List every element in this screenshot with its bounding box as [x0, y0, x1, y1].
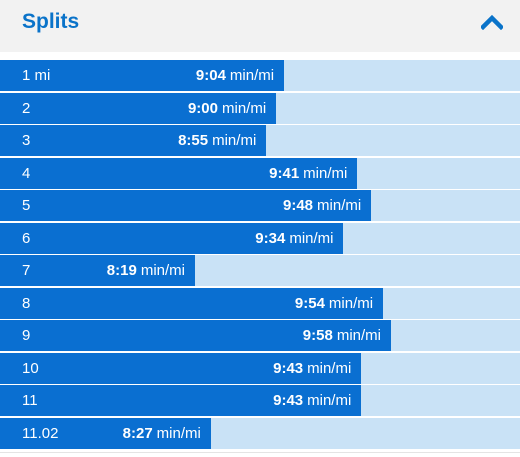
split-bar: [0, 418, 211, 450]
split-pace-time: 9:54: [294, 294, 325, 312]
split-mile-label: 2: [22, 99, 31, 117]
split-bar: [0, 157, 358, 189]
split-pace: 9:58 min/mi: [303, 320, 381, 351]
split-mile-label: 5: [22, 197, 31, 215]
split-row: 4 9:41 min/mi: [0, 157, 520, 190]
split-mile-label: 3: [22, 132, 31, 150]
split-pace-unit: min/mi: [212, 132, 257, 150]
split-pace: 9:48 min/mi: [283, 190, 361, 221]
split-bar: [0, 190, 372, 222]
split-pace-unit: min/mi: [156, 425, 201, 443]
split-bar: [0, 385, 362, 417]
split-bar: [0, 60, 285, 91]
split-pace-time: 9:43: [273, 392, 304, 410]
split-pace-time: 8:27: [122, 425, 153, 443]
splits-list: 1 mi 9:04 min/mi 2 9:00 min/mi 3 8:55 min/mi 4 9:4…: [0, 60, 520, 451]
split-mile-label: 11: [22, 392, 38, 410]
split-bar: [0, 125, 267, 157]
split-pace-unit: min/mi: [328, 294, 374, 312]
split-row: 2 9:00 min/mi: [0, 92, 520, 125]
split-pace: 9:00 min/mi: [188, 93, 266, 124]
split-mile-label: 8: [22, 294, 31, 312]
split-pace: 9:43 min/mi: [273, 385, 351, 416]
split-bar: [0, 320, 391, 352]
panel-title: Splits: [22, 10, 80, 33]
divider: [0, 452, 520, 453]
split-pace-unit: min/mi: [140, 262, 185, 280]
split-row: 11.02 8:27 min/mi: [0, 418, 520, 451]
split-row: 8 9:54 min/mi: [0, 287, 520, 320]
split-pace: 9:54 min/mi: [295, 288, 373, 319]
split-pace-unit: min/mi: [307, 392, 352, 410]
split-mile-label: 1 mi: [22, 67, 51, 84]
split-pace: 9:41 min/mi: [269, 158, 347, 189]
split-pace-unit: min/mi: [222, 99, 267, 117]
split-row: 1 mi 9:04 min/mi: [0, 60, 520, 92]
split-row: 11 9:43 min/mi: [0, 385, 520, 418]
split-pace: 9:04 min/mi: [196, 60, 274, 91]
split-bar: [0, 92, 277, 124]
split-pace-time: 8:19: [106, 262, 137, 280]
split-pace-time: 9:58: [302, 327, 333, 345]
split-row: 5 9:48 min/mi: [0, 190, 520, 223]
chevron-up-icon: [481, 14, 503, 30]
split-bar: [0, 352, 362, 384]
split-pace: 8:19 min/mi: [107, 255, 185, 286]
split-bar: [0, 222, 344, 254]
splits-header[interactable]: Splits: [0, 0, 520, 52]
split-bar: [0, 255, 195, 287]
split-mile-label: 11.02: [22, 425, 59, 443]
split-pace-unit: min/mi: [336, 327, 381, 345]
split-pace-unit: min/mi: [307, 359, 352, 377]
split-row: 9 9:58 min/mi: [0, 320, 520, 353]
split-row: 6 9:34 min/mi: [0, 222, 520, 255]
split-pace: 8:55 min/mi: [178, 125, 256, 156]
split-pace-unit: min/mi: [317, 197, 362, 215]
split-pace-time: 9:00: [187, 99, 218, 117]
split-mile-label: 6: [22, 229, 31, 247]
split-mile-label: 10: [22, 359, 39, 377]
split-pace: 8:27 min/mi: [123, 418, 201, 449]
split-pace-time: 9:43: [273, 359, 304, 377]
split-pace-time: 8:55: [178, 132, 209, 150]
split-pace-unit: min/mi: [303, 164, 348, 182]
split-pace-time: 9:41: [269, 164, 300, 182]
split-mile-label: 7: [22, 262, 31, 280]
split-mile-label: 9: [22, 327, 31, 345]
split-pace-unit: min/mi: [229, 67, 275, 84]
split-pace-time: 9:34: [255, 229, 286, 247]
split-mile-label: 4: [22, 164, 31, 182]
split-row: 10 9:43 min/mi: [0, 352, 520, 385]
collapse-toggle-button[interactable]: [478, 9, 506, 35]
split-bar: [0, 287, 384, 319]
split-pace-time: 9:48: [283, 197, 314, 215]
split-row: 3 8:55 min/mi: [0, 125, 520, 158]
split-pace-unit: min/mi: [289, 229, 334, 247]
split-pace-time: 9:04: [195, 67, 226, 84]
split-row: 7 8:19 min/mi: [0, 255, 520, 288]
split-pace: 9:43 min/mi: [273, 353, 351, 384]
split-pace: 9:34 min/mi: [255, 223, 333, 254]
